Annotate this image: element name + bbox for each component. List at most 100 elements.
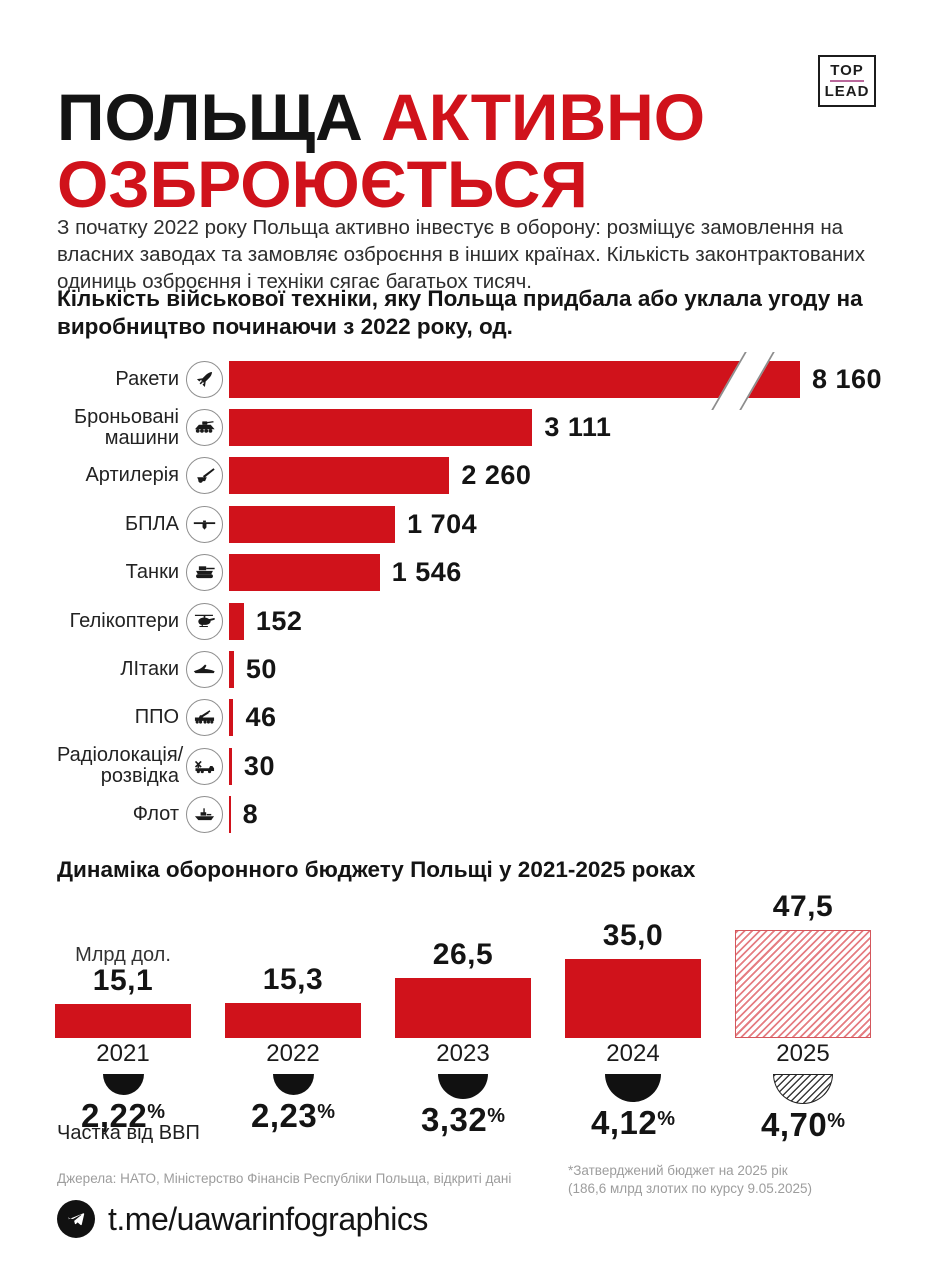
bar-area: 1 704 (229, 500, 890, 548)
gdp-percent-label: 2,22% (80, 1097, 166, 1134)
category-label: ЛІтаки (120, 658, 179, 681)
budget-value-label: 35,0 (602, 919, 664, 952)
category-label: Ракети (115, 367, 179, 390)
logo-lead-text: LEAD (824, 83, 870, 100)
gdp-share-label: Частка від ВВП (57, 1122, 200, 1144)
chart1-row: ЛІтаки 50 (57, 645, 890, 693)
category-label: Артилерія (85, 464, 179, 487)
budget-value-label: 15,3 (262, 963, 324, 996)
budget-bar (55, 1004, 191, 1038)
equipment-bar-chart: Ракети 8 160 Броньовані машини 3 111 Артилер… (57, 351, 890, 839)
bar-area: 8 (229, 791, 890, 839)
category-label: Броньовані машини (74, 405, 179, 449)
top-lead-logo: TOP LEAD (818, 55, 876, 107)
chart1-title: Кількість військової техніки, яку Польща… (57, 286, 863, 339)
category-label: Танки (125, 561, 179, 584)
bar (229, 457, 450, 495)
telegram-handle: t.me/uawarinfographics (108, 1200, 428, 1237)
budget-bar (565, 959, 701, 1038)
logo-top-text: TOP (830, 62, 864, 79)
year-label: 2025 (776, 1040, 830, 1067)
gdp-column: 2024 4,12% (565, 1040, 701, 1144)
value-label: 152 (255, 605, 303, 636)
chart1-row: Броньовані машини 3 111 (57, 403, 890, 451)
bar (229, 699, 234, 737)
chart2-unit-label: Млрд дол. (75, 944, 171, 966)
value-label: 46 (245, 702, 277, 733)
year-label: 2022 (266, 1040, 320, 1067)
value-label: 3 111 (544, 412, 612, 443)
budget-bar-projected (735, 930, 871, 1038)
artillery-icon (186, 457, 223, 495)
page-title-red-1: АКТИВНО (381, 80, 706, 155)
gdp-bowl (438, 1074, 488, 1099)
year-label: 2021 (96, 1040, 150, 1067)
chart1-row: Артилерія 2 260 (57, 452, 890, 500)
bar (229, 351, 800, 410)
budget-column: 47,5 (735, 890, 871, 1038)
bar-area: 30 (229, 742, 890, 790)
gdp-percent-label: 2,23% (250, 1097, 336, 1134)
budget-chart-meta: 2021 2,22% 2022 2,23% 2023 3,32% 2024 4,12% 2025… (55, 1040, 875, 1144)
chart1-row: ППО 46 (57, 694, 890, 742)
bar-area: 152 (229, 597, 890, 645)
value-label: 1 704 (407, 508, 478, 539)
page-title-red-2: ОЗБРОЮЄТЬСЯ (57, 147, 588, 222)
bar-area: 1 546 (229, 549, 890, 597)
bar-area: 8 160 (229, 351, 890, 410)
axis-break (711, 351, 775, 410)
bar (229, 747, 232, 785)
chart1-row: Гелікоптери 152 (57, 597, 890, 645)
page-title: ПОЛЬЩА АКТИВНО ОЗБРОЮЄТЬСЯ (57, 84, 705, 218)
value-label: 1 546 (391, 557, 462, 588)
gdp-percent-label: 4,12% (590, 1104, 676, 1141)
budget-column: 15,3 (225, 963, 361, 1038)
budget-column: 15,1 (55, 964, 191, 1038)
armored-vehicle-icon (186, 409, 223, 447)
value-label: 2 260 (461, 460, 532, 491)
bar (229, 796, 231, 834)
chart2-title: Динаміка оборонного бюджету Польщі у 202… (57, 857, 696, 882)
budget-bar (225, 1003, 361, 1038)
gdp-column: 2025 4,70% (735, 1040, 871, 1144)
budget-footnote: *Затверджений бюджет на 2025 рік (186,6 … (568, 1162, 812, 1198)
category-label: Флот (132, 803, 179, 826)
tank-icon (186, 554, 223, 592)
value-label: 50 (245, 654, 277, 685)
page-title-black: ПОЛЬЩА (57, 80, 382, 155)
gdp-bowl (605, 1074, 661, 1102)
budget-column: 26,5 (395, 938, 531, 1038)
bar-area: 50 (229, 645, 890, 693)
telegram-link[interactable]: t.me/uawarinfographics (57, 1200, 428, 1238)
bar (229, 602, 244, 640)
bar (229, 554, 380, 592)
chart1-row: БПЛА 1 704 (57, 500, 890, 548)
chart1-row: Флот 8 (57, 791, 890, 839)
gdp-bowl-projected (773, 1074, 833, 1104)
radar-truck-icon (186, 747, 223, 785)
budget-value-label: 26,5 (432, 938, 494, 971)
value-label: 30 (243, 750, 275, 781)
budget-column: 35,0 (565, 919, 701, 1038)
year-label: 2024 (606, 1040, 660, 1067)
bar-area: 2 260 (229, 452, 890, 500)
chart1-row: Ракети 8 160 (57, 351, 890, 410)
jet-icon (186, 651, 223, 689)
budget-value-label: 15,1 (92, 964, 154, 997)
rocket-icon (186, 360, 223, 398)
gdp-bowl (102, 1074, 144, 1095)
category-label: БПЛА (125, 512, 179, 535)
helicopter-icon (186, 602, 223, 640)
gdp-column: 2021 2,22% (55, 1040, 191, 1144)
category-label: Радіолокація/ розвідка (57, 744, 184, 788)
bar-area: 46 (229, 694, 890, 742)
air-defense-truck-icon (186, 699, 223, 737)
ship-icon (186, 796, 223, 834)
budget-bar (395, 978, 531, 1038)
bar (229, 651, 234, 689)
chart1-row: Танки 1 546 (57, 549, 890, 597)
bar-area: 3 111 (229, 403, 890, 451)
logo-divider (830, 80, 864, 82)
gdp-bowl (272, 1074, 314, 1095)
